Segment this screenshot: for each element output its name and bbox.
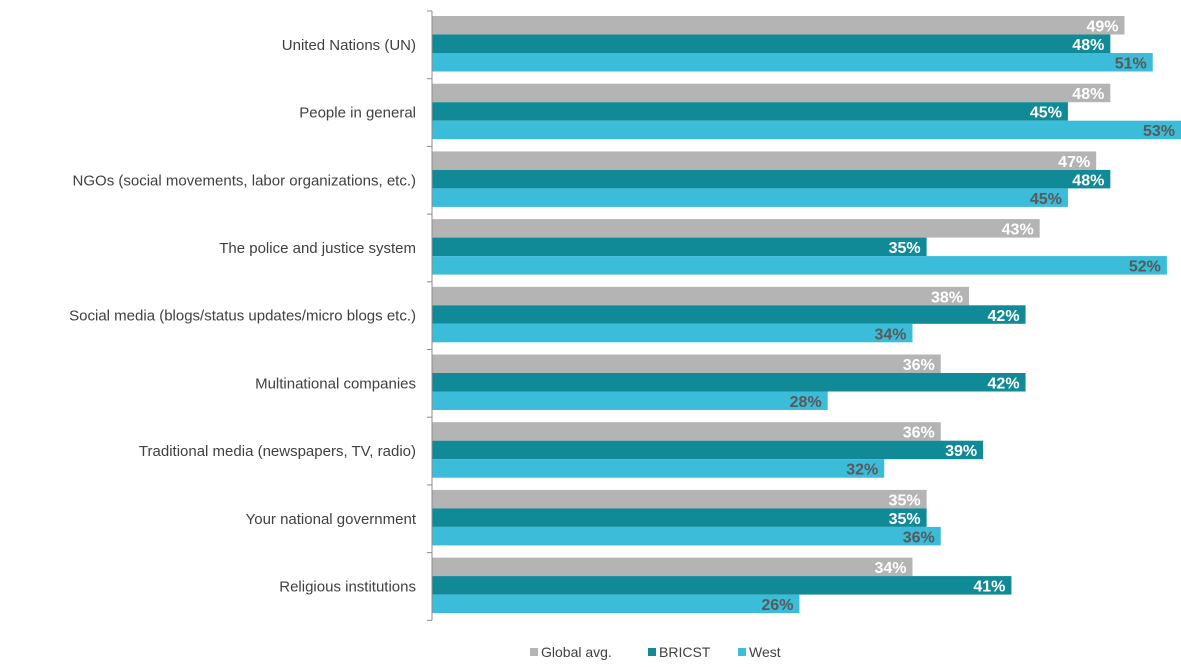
category-label: People in general — [299, 105, 416, 122]
data-label: 39% — [945, 443, 977, 460]
data-label: 45% — [1030, 191, 1062, 208]
bar-west — [432, 188, 1068, 207]
category-label: Multinational companies — [255, 375, 416, 392]
data-label: 35% — [889, 492, 921, 509]
bar-west — [432, 526, 941, 546]
data-label: 42% — [988, 308, 1020, 325]
data-label: 34% — [874, 326, 906, 343]
data-label: 34% — [874, 560, 906, 577]
bar-west — [432, 53, 1153, 72]
legend: Global avg. BRICST West — [530, 644, 781, 660]
data-label: 49% — [1086, 19, 1118, 36]
data-label: 48% — [1072, 37, 1104, 54]
bar-bricst — [432, 440, 984, 460]
bar-global-avg — [432, 151, 1097, 170]
category-label: Social media (blogs/status updates/micro… — [69, 308, 416, 325]
bar-west — [432, 391, 828, 410]
data-label: 51% — [1115, 56, 1147, 73]
legend-label: West — [749, 644, 781, 660]
bar-bricst — [432, 34, 1111, 53]
bar-west — [432, 594, 800, 614]
bar-global-avg — [432, 354, 941, 373]
data-label: 41% — [973, 579, 1005, 596]
data-label: 48% — [1072, 86, 1104, 103]
data-label: 36% — [903, 357, 935, 374]
bar-bricst — [432, 305, 1026, 324]
bar-global-avg — [432, 489, 927, 509]
data-label: 28% — [790, 394, 822, 411]
bar-west — [432, 256, 1167, 275]
legend-label: BRICST — [659, 644, 711, 660]
bar-bricst — [432, 576, 1012, 595]
data-label: 52% — [1129, 259, 1161, 276]
legend-swatch — [738, 648, 746, 656]
data-label: 26% — [761, 597, 793, 614]
category-label: Traditional media (newspapers, TV, radio… — [139, 443, 416, 460]
bars-group: 49%48%51%48%45%53%47%48%45%43%35%52%38%4… — [432, 16, 1181, 614]
data-label: 36% — [903, 425, 935, 442]
category-label: The police and justice system — [219, 240, 416, 257]
bar-global-avg — [432, 557, 913, 577]
category-label: Religious institutions — [279, 578, 416, 595]
legend-label: Global avg. — [541, 644, 612, 660]
bar-west — [432, 323, 913, 343]
legend-swatch — [530, 648, 538, 656]
data-label: 53% — [1143, 123, 1175, 140]
bar-global-avg — [432, 286, 970, 306]
category-label: United Nations (UN) — [282, 37, 416, 54]
bar-bricst — [432, 373, 1026, 392]
legend-swatch — [648, 648, 656, 656]
bar-global-avg — [432, 16, 1125, 35]
category-label: NGOs (social movements, labor organizati… — [73, 172, 416, 189]
data-label: 35% — [889, 511, 921, 528]
bar-west — [432, 120, 1181, 140]
bar-west — [432, 459, 885, 478]
data-label: 48% — [1072, 172, 1104, 189]
data-label: 36% — [903, 529, 935, 546]
data-label: 42% — [988, 376, 1020, 393]
bar-bricst — [432, 237, 927, 257]
bar-bricst — [432, 508, 927, 527]
category-axis: United Nations (UN) People in general NGOs… — [69, 10, 433, 621]
bar-global-avg — [432, 219, 1040, 238]
category-label: Your national government — [246, 511, 417, 528]
bar-bricst — [432, 102, 1068, 121]
data-label: 45% — [1030, 105, 1062, 122]
data-label: 43% — [1002, 222, 1034, 239]
data-label: 35% — [889, 240, 921, 257]
data-label: 47% — [1058, 154, 1090, 171]
data-label: 32% — [846, 462, 878, 479]
data-label: 38% — [931, 289, 963, 306]
bar-global-avg — [432, 422, 941, 441]
bar-global-avg — [432, 83, 1111, 103]
bar-bricst — [432, 169, 1111, 189]
